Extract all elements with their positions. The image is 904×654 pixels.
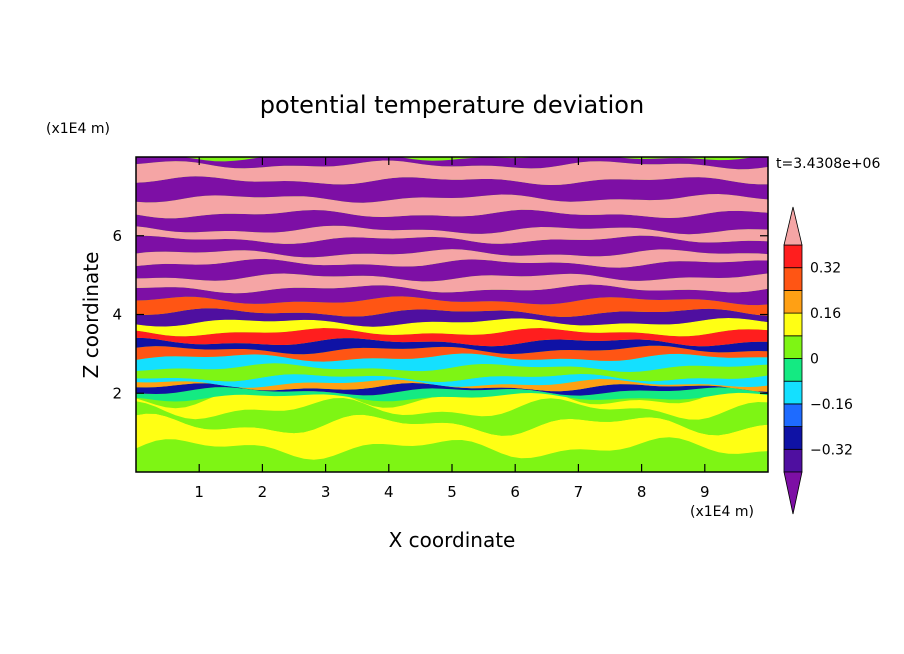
x-tick-label: 1 [194,483,204,501]
contour-band [136,383,768,396]
colorbar-segment [783,358,803,382]
contour-band [136,398,768,436]
contour-band [136,235,768,258]
contour-band [136,379,768,392]
x-tick-label: 6 [510,483,520,501]
contour-band [136,284,768,306]
contour-band [136,328,768,347]
contour-band [136,363,768,382]
colorbar-segment [783,289,803,314]
x-axis-label: X coordinate [389,528,516,552]
colorbar-label: 0 [810,352,819,368]
y-axis-ticks: 2 4 6 [112,227,768,402]
contour-band [136,225,768,244]
contour-band [136,273,768,294]
contour-band [136,337,768,355]
y-tick-label: 2 [112,384,122,402]
contour-band [136,160,768,185]
contour-band [136,258,768,282]
colorbar-segment [783,244,803,269]
contour-band [136,437,768,472]
contour-band [136,345,768,362]
x-tick-label: 4 [384,483,394,501]
x-unit-label: (x1E4 m) [690,504,754,520]
x-tick-label: 8 [637,483,647,501]
y-unit-label: (x1E4 m) [46,121,110,137]
contour-band [136,194,768,219]
colorbar-extend-max [783,206,803,246]
colorbar-segment [783,426,803,450]
contour-field [136,157,768,472]
time-label: t=3.4308e+06 [776,156,880,172]
contour-band [136,387,768,402]
contour-band [136,374,768,388]
colorbar-label: −0.32 [810,442,853,458]
contour-band [136,209,768,235]
y-tick-label: 4 [112,306,122,324]
colorbar-segment [783,312,803,337]
colorbar-label: 0.16 [810,306,841,322]
colorbar-labels: 0.32 0.16 0 −0.16 −0.32 [810,261,853,459]
contour-band [136,249,768,268]
colorbar-segment [783,380,803,405]
contour-band [136,176,768,203]
contour-band [136,308,768,327]
x-tick-label: 5 [447,483,457,501]
contour-band [136,413,768,460]
contour-band [136,296,768,317]
colorbar-extend-min [783,471,803,515]
y-tick-label: 6 [112,227,122,245]
x-axis-ticks: 1 2 3 4 5 6 7 8 9 [194,157,710,501]
colorbar [783,206,803,515]
x-tick-label: 2 [258,483,268,501]
contour-band [136,353,768,372]
colorbar-label: 0.32 [810,261,841,277]
contour-band [136,318,768,337]
x-tick-label: 7 [574,483,584,501]
x-tick-label: 3 [321,483,331,501]
colorbar-label: −0.16 [810,397,853,413]
colorbar-segment [783,267,803,291]
x-tick-label: 9 [700,483,710,501]
chart-title: potential temperature deviation [260,91,644,119]
y-axis-label: Z coordinate [79,252,103,379]
colorbar-segment [783,403,803,427]
colorbar-segment [783,448,803,473]
colorbar-segment [783,335,803,359]
